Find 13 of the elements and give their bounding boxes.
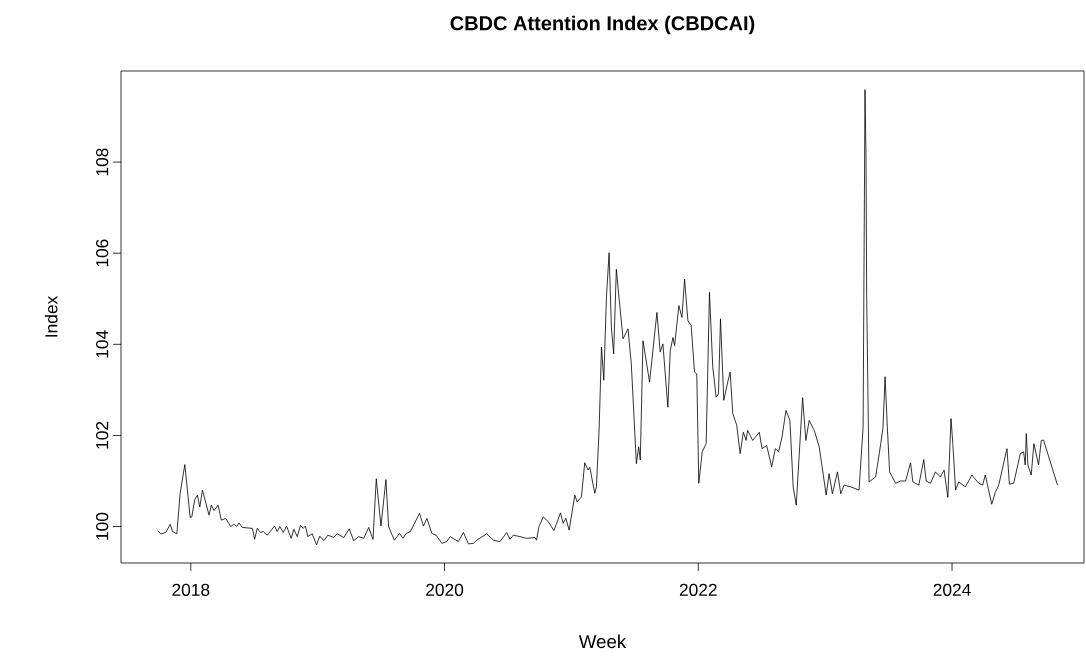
- y-tick-label: 102: [96, 421, 109, 449]
- y-axis-title: Index: [44, 295, 58, 337]
- chart-title: CBDC Attention Index (CBDCAI): [450, 15, 755, 35]
- y-tick-label: 108: [96, 148, 109, 176]
- x-axis-title: Week: [578, 634, 627, 649]
- x-tick-label: 2020: [426, 583, 464, 596]
- x-tick-label: 2018: [172, 583, 210, 596]
- y-tick-label: 104: [96, 330, 109, 358]
- line-series: [157, 89, 1058, 546]
- y-tick-label: 106: [96, 239, 109, 267]
- y-tick-label: 100: [96, 512, 109, 540]
- x-tick-label: 2024: [933, 583, 971, 596]
- x-tick-label: 2022: [679, 583, 717, 596]
